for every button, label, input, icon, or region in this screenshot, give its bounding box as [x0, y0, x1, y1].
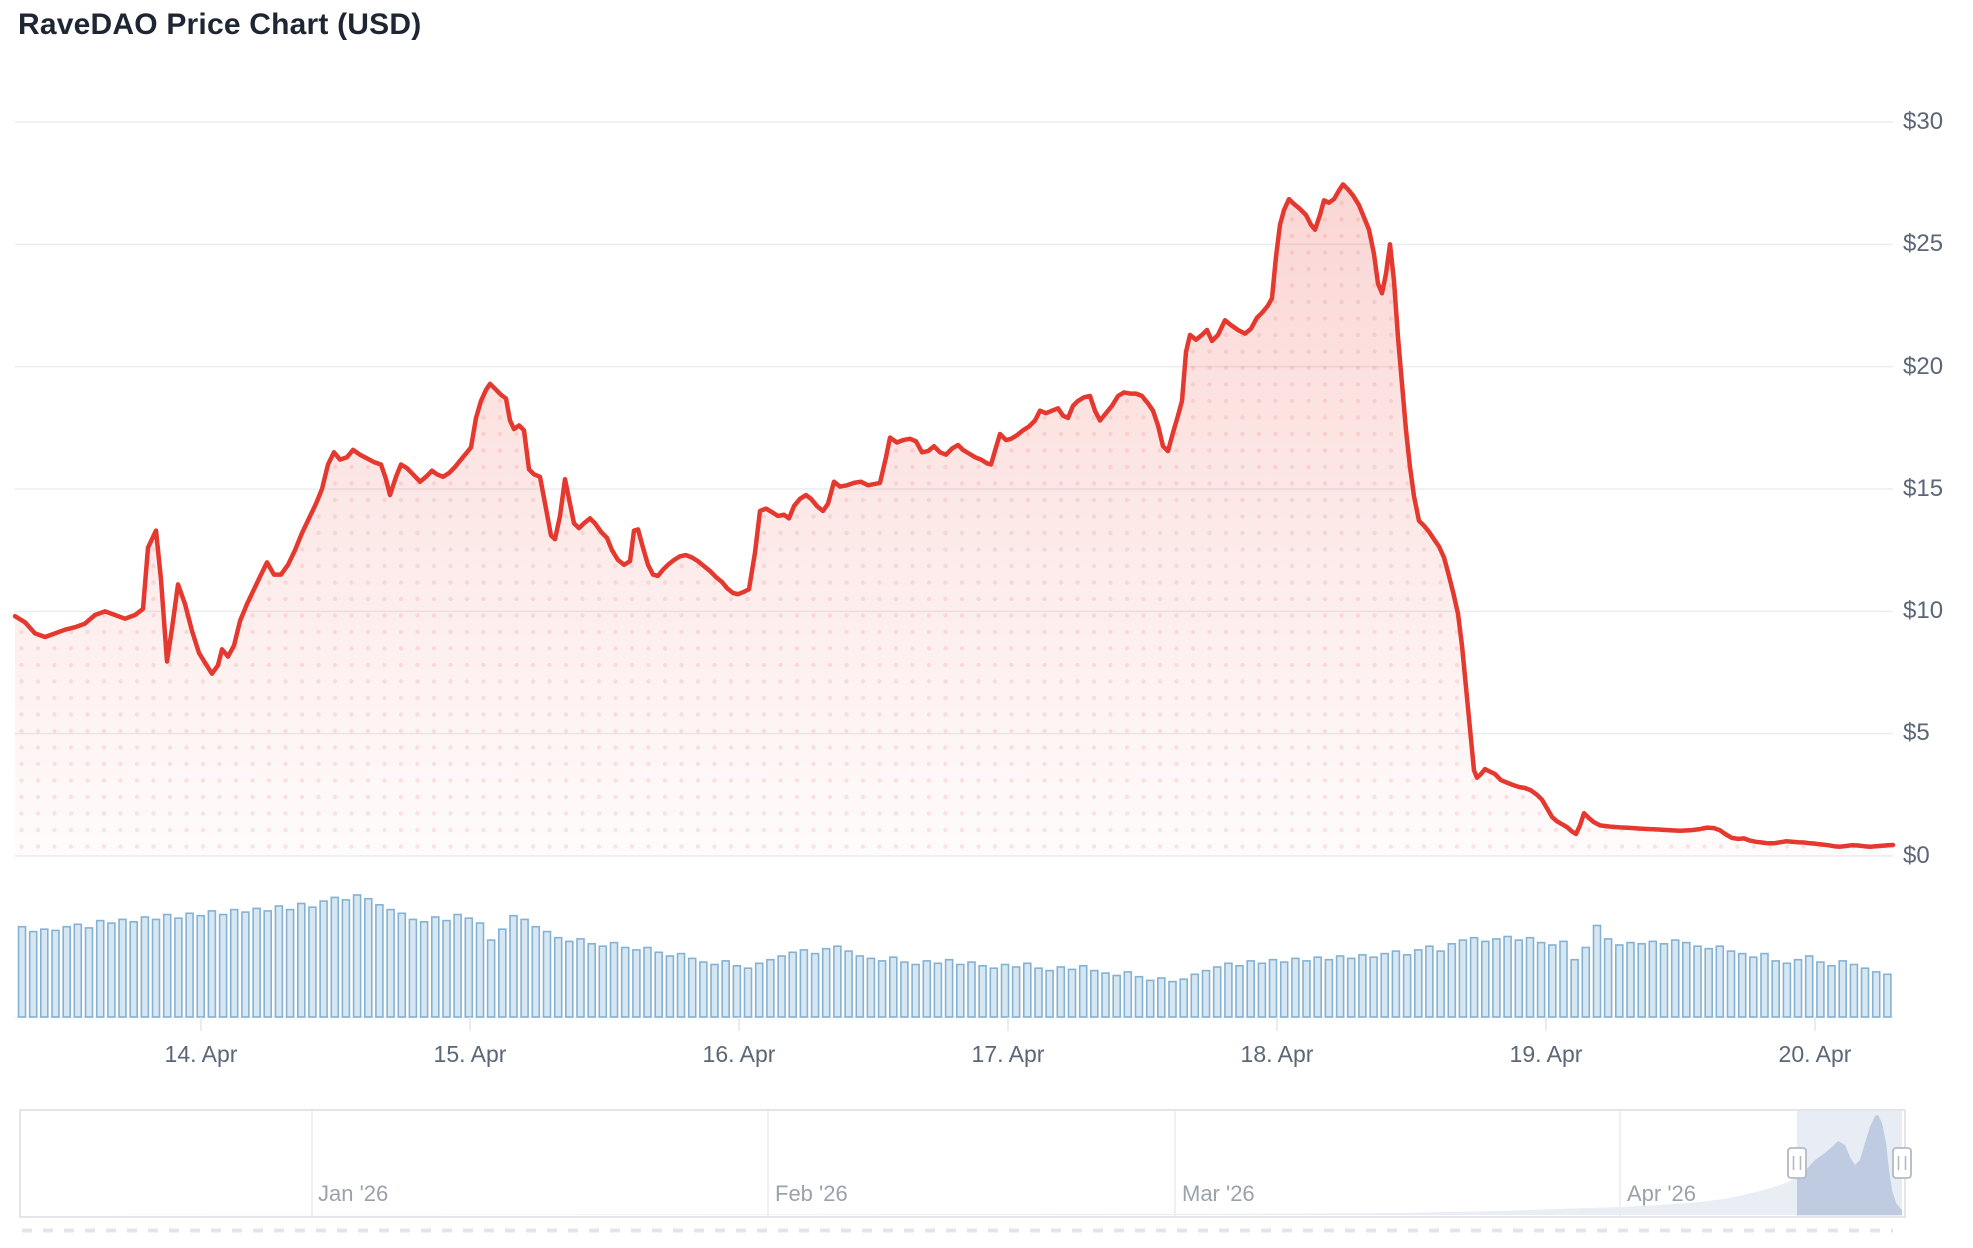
navigator-label-jan26: Jan '26: [318, 1181, 389, 1206]
price-line: [12, 182, 1896, 849]
volume-bars: [15, 894, 1893, 1018]
page-title: RaveDAO Price Chart (USD): [18, 8, 422, 41]
y-axis-label-10: $10: [1903, 597, 1944, 624]
y-axis-label-25: $25: [1903, 230, 1944, 257]
navigator-right-handle[interactable]: [1892, 1147, 1912, 1179]
navigator-frame: [19, 1109, 1906, 1218]
y-axis-label-20: $20: [1903, 353, 1944, 380]
y-axis-label-0: $0: [1903, 842, 1930, 869]
price-area-series: [12, 182, 1896, 856]
navigator-label-feb26: Feb '26: [775, 1181, 848, 1206]
x-axis-label-14apr: 14. Apr: [164, 1041, 238, 1067]
y-axis-label-30: $30: [1903, 108, 1944, 135]
x-axis-label-20apr: 20. Apr: [1778, 1041, 1852, 1067]
navigator-series-selected: [1797, 1115, 1902, 1215]
y-axis-label-15: $15: [1903, 475, 1944, 502]
x-axis-label-18apr: 18. Apr: [1240, 1041, 1314, 1067]
x-axis-label-15apr: 15. Apr: [433, 1041, 507, 1067]
x-axis-label-16apr: 16. Apr: [702, 1041, 776, 1067]
navigator-label-apr26: Apr '26: [1627, 1181, 1697, 1206]
navigator[interactable]: [19, 1109, 1912, 1218]
x-axis-ticks: [200, 1017, 1816, 1031]
y-axis-label-5: $5: [1903, 719, 1930, 746]
x-axis-label-17apr: 17. Apr: [971, 1041, 1045, 1067]
x-axis-label-19apr: 19. Apr: [1509, 1041, 1583, 1067]
navigator-series: [20, 1115, 1902, 1215]
navigator-left-handle[interactable]: [1787, 1147, 1807, 1179]
navigator-label-mar26: Mar '26: [1182, 1181, 1255, 1206]
